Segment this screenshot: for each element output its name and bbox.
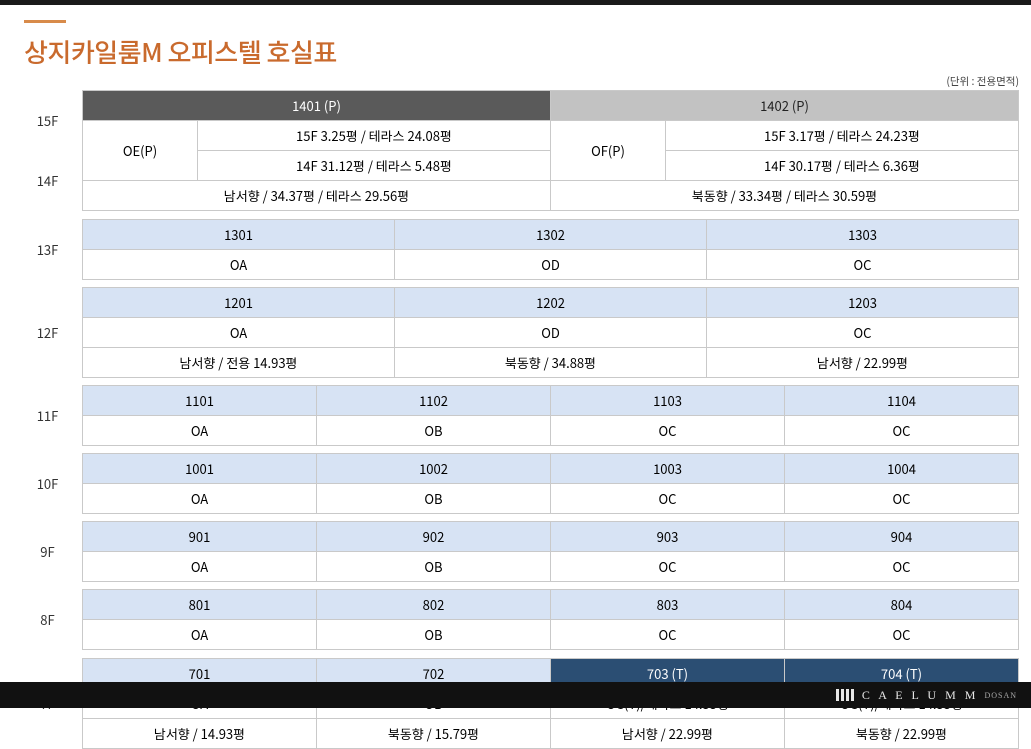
direction-cell: 남서향 / 전용 14.93평 xyxy=(83,347,395,377)
room-header: 902 xyxy=(317,522,551,552)
room-header: 804 xyxy=(785,590,1019,620)
room-header: 1102 xyxy=(317,386,551,416)
floor-label: 8F xyxy=(13,590,83,650)
type-cell: OA xyxy=(83,620,317,650)
room-header: 801 xyxy=(83,590,317,620)
accent-line xyxy=(24,20,66,23)
floor-label: 14F xyxy=(13,151,83,211)
type-cell: OD xyxy=(395,249,707,279)
room-header: 1402 (P) xyxy=(551,91,1019,121)
floor-label: 12F xyxy=(13,287,83,377)
footer-brand: C A E L U M M xyxy=(862,688,979,703)
type-cell: OA xyxy=(83,552,317,582)
floor-label: 10F xyxy=(13,454,83,514)
room-header: 1401 (P) xyxy=(83,91,551,121)
type-cell: OC xyxy=(551,552,785,582)
type-cell: OC xyxy=(785,620,1019,650)
type-cell: OC xyxy=(551,416,785,446)
type-cell: OA xyxy=(83,484,317,514)
direction-cell: 남서향 / 34.37평 / 테라스 29.56평 xyxy=(83,181,551,211)
type-cell: OA xyxy=(83,317,395,347)
type-cell: OC xyxy=(785,552,1019,582)
room-header: 903 xyxy=(551,522,785,552)
spec-cell: 15F 3.17평 / 테라스 24.23평 xyxy=(666,121,1019,151)
block-11-to-8: 11F1101110211031104OAOBOCOC10F1001100210… xyxy=(12,385,1019,658)
spec-cell: 14F 30.17평 / 테라스 6.36평 xyxy=(666,151,1019,181)
logo-bars-icon xyxy=(836,689,854,701)
type-cell: OA xyxy=(83,416,317,446)
room-header: 1103 xyxy=(551,386,785,416)
room-header: 901 xyxy=(83,522,317,552)
room-header: 1104 xyxy=(785,386,1019,416)
room-header: 1203 xyxy=(707,287,1019,317)
room-header: 1004 xyxy=(785,454,1019,484)
block-13-12: 13F 1301 1302 1303 OA OD OC 12F 1201 120… xyxy=(12,219,1019,386)
direction-cell: 남서향 / 22.99평 xyxy=(551,718,785,748)
direction-cell: 북동향 / 22.99평 xyxy=(785,718,1019,748)
footer-sub: DOSAN xyxy=(984,691,1017,700)
floor-label: 15F xyxy=(13,91,83,151)
type-cell: OC xyxy=(707,317,1019,347)
direction-cell: 북동향 / 34.88평 xyxy=(395,347,707,377)
type-cell: OD xyxy=(395,317,707,347)
type-cell: OC xyxy=(785,416,1019,446)
type-cell: OC xyxy=(707,249,1019,279)
room-header: 802 xyxy=(317,590,551,620)
floor-label: 13F xyxy=(13,219,83,279)
direction-cell: 북동향 / 15.79평 xyxy=(317,718,551,748)
room-header: 1202 xyxy=(395,287,707,317)
type-cell: OA xyxy=(83,249,395,279)
direction-cell: 남서향 / 22.99평 xyxy=(707,347,1019,377)
top-border xyxy=(0,0,1031,5)
floor-table: 15F 1401 (P) 1402 (P) OE(P) 15F 3.25평 / … xyxy=(12,90,1019,749)
type-cell: OF(P) xyxy=(551,121,666,181)
room-header: 904 xyxy=(785,522,1019,552)
direction-cell: 북동향 / 33.34평 / 테라스 30.59평 xyxy=(551,181,1019,211)
room-header: 1001 xyxy=(83,454,317,484)
type-cell: OB xyxy=(317,552,551,582)
footer-bar: C A E L U M M DOSAN xyxy=(0,682,1031,708)
room-header: 1201 xyxy=(83,287,395,317)
type-cell: OB xyxy=(317,416,551,446)
room-header: 1301 xyxy=(83,219,395,249)
direction-cell: 남서향 / 14.93평 xyxy=(83,718,317,748)
title-block: 상지카일룸M 오피스텔 호실표 xyxy=(0,0,1031,70)
type-cell: OC xyxy=(551,620,785,650)
floor-label: 11F xyxy=(13,386,83,446)
type-cell: OC xyxy=(785,484,1019,514)
room-header: 1003 xyxy=(551,454,785,484)
room-header: 1303 xyxy=(707,219,1019,249)
room-header: 1002 xyxy=(317,454,551,484)
page-title: 상지카일룸M 오피스텔 호실표 xyxy=(24,33,1031,70)
top-block-table: 15F 1401 (P) 1402 (P) OE(P) 15F 3.25평 / … xyxy=(12,90,1019,219)
floor-label: 9F xyxy=(13,522,83,582)
spec-cell: 14F 31.12평 / 테라스 5.48평 xyxy=(198,151,551,181)
type-cell: OC xyxy=(551,484,785,514)
unit-note: (단위 : 전용면적) xyxy=(946,74,1019,89)
spec-cell: 15F 3.25평 / 테라스 24.08평 xyxy=(198,121,551,151)
type-cell: OE(P) xyxy=(83,121,198,181)
room-header: 803 xyxy=(551,590,785,620)
room-header: 1101 xyxy=(83,386,317,416)
room-header: 1302 xyxy=(395,219,707,249)
type-cell: OB xyxy=(317,484,551,514)
type-cell: OB xyxy=(317,620,551,650)
